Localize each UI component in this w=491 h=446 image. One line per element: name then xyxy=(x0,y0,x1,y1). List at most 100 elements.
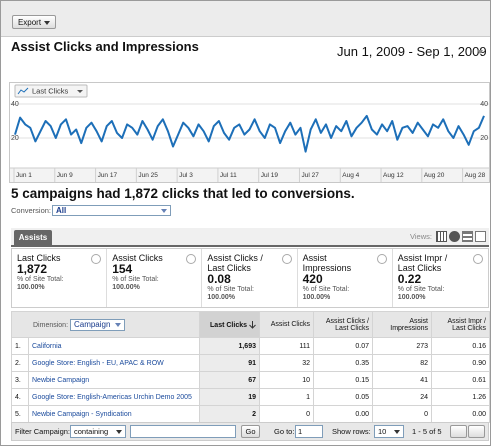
column-header[interactable]: Assist Impressions xyxy=(372,311,432,338)
filter-input[interactable] xyxy=(130,425,236,438)
scorecard-value: 0.08 xyxy=(207,272,231,286)
tab-strip xyxy=(11,228,489,247)
metric-cell: 0 xyxy=(372,405,432,423)
metric-cell: 0.05 xyxy=(313,388,373,406)
x-tick-label: Jun 1 xyxy=(16,172,32,179)
y-tick-label: 40 xyxy=(11,101,19,108)
x-tick-label: Jun 17 xyxy=(98,172,118,179)
filter-label: Filter Campaign: xyxy=(15,427,71,436)
help-icon[interactable] xyxy=(472,254,483,264)
show-rows-label: Show rows: xyxy=(332,427,371,436)
date-dropdown[interactable] xyxy=(473,45,486,59)
scorecard: Assist Impr / Last Clicks 0.22% of Site T… xyxy=(393,249,488,307)
filter-mode-select[interactable]: containing xyxy=(70,425,126,438)
help-icon[interactable] xyxy=(376,254,387,264)
metric-cell: 24 xyxy=(372,388,432,406)
date-range[interactable]: Jun 1, 2009 - Sep 1, 2009 xyxy=(337,44,487,59)
metric-cell: 41 xyxy=(372,371,432,389)
metric-cell: 1 xyxy=(259,388,314,406)
scorecard: Assist Clicks 154% of Site Total: 100.00% xyxy=(107,249,203,307)
sort-arrow xyxy=(249,320,256,329)
scorecard: Assist Clicks / Last Clicks 0.08% of Site… xyxy=(202,249,298,307)
campaign-link[interactable]: California xyxy=(28,337,200,355)
metric-cell: 0.35 xyxy=(313,354,373,372)
pct-label: % of Site Total: xyxy=(207,286,254,293)
pct-value: 100.00% xyxy=(302,294,331,301)
table-row: 5. Newbie Campaign - Syndication 2 0 0.00 0 0.… xyxy=(11,405,490,423)
table-footer: Filter Campaign: containing Go Go to: 1 … xyxy=(11,422,489,441)
column-header[interactable]: Last Clicks xyxy=(199,311,260,338)
x-axis-strip xyxy=(10,168,489,182)
column-header[interactable]: Assist Clicks xyxy=(259,311,314,338)
report-title: Assist Clicks and Impressions xyxy=(11,39,199,54)
row-index: 3. xyxy=(11,371,29,389)
scorecard-title: Last Clicks xyxy=(17,253,61,263)
metric-cell: 1.26 xyxy=(431,388,490,406)
metric-cell: 0 xyxy=(259,405,314,423)
metric-cell: 82 xyxy=(372,354,432,372)
metric-cell: 91 xyxy=(199,354,260,372)
views-label: Views: xyxy=(410,232,432,241)
dimension-label: Dimension: xyxy=(33,321,69,329)
column-header[interactable]: Assist Impr / Last Clicks xyxy=(431,311,490,338)
metric-cell: 32 xyxy=(259,354,314,372)
y-tick-label-right: 40 xyxy=(480,101,488,108)
series-line xyxy=(14,114,485,153)
help-icon[interactable] xyxy=(281,254,292,264)
x-tick-label: Aug 28 xyxy=(465,172,486,179)
campaign-link[interactable]: Newbie Campaign - Syndication xyxy=(28,405,200,423)
x-tick-label: Aug 20 xyxy=(424,172,445,179)
page-range: 1 - 5 of 5 xyxy=(412,427,442,436)
filter-mode: containing xyxy=(74,427,109,436)
prev-page[interactable] xyxy=(450,425,467,438)
conversion-select[interactable]: All xyxy=(52,205,171,216)
x-tick-label: Jul 3 xyxy=(179,172,193,179)
header-row: Dimension: Campaign Last Clicks Assist Cl… xyxy=(11,311,490,338)
pct-label: % of Site Total: xyxy=(397,286,445,293)
view-bar-icon[interactable] xyxy=(462,231,473,242)
scorecard-title: Assist Clicks xyxy=(112,253,163,263)
row-index: 1. xyxy=(11,337,29,355)
dimension-select[interactable]: Campaign xyxy=(69,318,126,331)
metric-selector[interactable] xyxy=(14,84,88,98)
metric-cell: 0.15 xyxy=(313,371,373,389)
export-button[interactable]: Export xyxy=(12,15,56,29)
view-compare-icon[interactable] xyxy=(475,231,486,242)
show-rows-select[interactable]: 10 xyxy=(374,425,404,438)
conversion-value: All xyxy=(56,206,67,215)
campaign-link[interactable]: Newbie Campaign xyxy=(28,371,200,389)
column-title: Assist Impr / Last Clicks xyxy=(447,317,486,332)
x-tick-label: Jun 9 xyxy=(57,172,73,179)
pct-label: % of Site Total: xyxy=(17,276,64,283)
x-tick-label: Jul 27 xyxy=(301,172,319,179)
column-header[interactable]: Assist Clicks / Last Clicks xyxy=(313,311,373,338)
go-button[interactable]: Go xyxy=(241,425,260,438)
view-table-icon[interactable] xyxy=(436,231,447,242)
metric-cell: 0.00 xyxy=(431,405,490,423)
next-page[interactable] xyxy=(468,425,485,438)
table-row: 2. Google Store: English - EU, APAC & ROW… xyxy=(11,354,490,372)
help-icon[interactable] xyxy=(186,254,197,264)
scorecard-title: Assist Impr / Last Clicks xyxy=(397,253,448,273)
table-row: 3. Newbie Campaign 67 10 0.15 41 0.61 xyxy=(11,371,490,389)
y-tick-label: 20 xyxy=(11,135,19,142)
metric-cell: 2 xyxy=(199,405,260,423)
assists-tab[interactable]: Assists xyxy=(14,230,52,246)
chart-frame xyxy=(9,82,490,183)
metric-cell: 10 xyxy=(259,371,314,389)
scorecard-value: 0.22 xyxy=(397,272,422,286)
campaign-link[interactable]: Google Store: English - EU, APAC & ROW xyxy=(28,354,200,372)
column-title: Assist Clicks xyxy=(270,321,310,328)
view-pie-icon[interactable] xyxy=(449,231,460,242)
help-icon[interactable] xyxy=(91,254,102,264)
goto-input[interactable]: 1 xyxy=(295,425,323,438)
scorecard-title: Assist Impressions xyxy=(302,253,352,273)
campaign-link[interactable]: Google Store: English-Americas Urchin De… xyxy=(28,388,200,406)
export-label: Export xyxy=(17,18,42,27)
pct-value: 100.00% xyxy=(112,284,140,291)
scorecard-pct: % of Site Total: 100.00% xyxy=(303,286,375,302)
scorecard-pct: % of Site Total: 100.00% xyxy=(17,276,89,292)
scorecard-value: 154 xyxy=(112,262,133,276)
metric-cell: 0.07 xyxy=(313,337,373,355)
y-tick-label-right: 20 xyxy=(480,135,488,142)
